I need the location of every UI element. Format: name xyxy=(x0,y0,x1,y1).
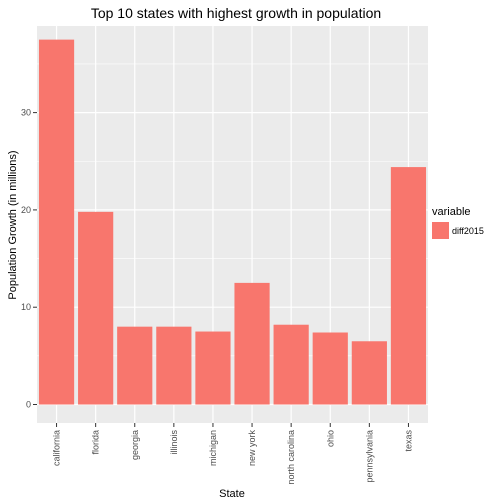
legend-label-diff2015: diff2015 xyxy=(452,226,484,236)
y-tick-label: 30 xyxy=(21,108,31,118)
x-tick-label: pennsylvania xyxy=(364,430,374,483)
bar-georgia xyxy=(117,327,152,405)
y-axis-title: Population Growth (in millions) xyxy=(7,150,19,299)
bar-new-york xyxy=(234,283,269,405)
y-tick-label: 20 xyxy=(21,205,31,215)
x-axis-title: State xyxy=(219,488,245,500)
bar-north-carolina xyxy=(274,325,309,405)
bar-michigan xyxy=(195,332,230,405)
chart-title: Top 10 states with highest growth in pop… xyxy=(91,5,381,21)
legend-title: variable xyxy=(432,206,471,218)
bar-illinois xyxy=(156,327,191,405)
x-axis: california florida georgia illinois michigan… xyxy=(52,423,414,485)
y-tick-label: 10 xyxy=(21,302,31,312)
bar-pennsylvania xyxy=(352,341,387,404)
y-tick-label: 0 xyxy=(26,400,31,410)
bar-texas xyxy=(391,167,426,404)
x-tick-label: michigan xyxy=(208,430,218,466)
x-tick-label: new york xyxy=(247,430,257,467)
x-tick-label: georgia xyxy=(130,430,140,460)
x-tick-label: north carolina xyxy=(286,430,296,485)
y-axis: 0 10 20 30 xyxy=(21,108,37,410)
x-tick-label: ohio xyxy=(325,430,335,447)
bar-florida xyxy=(78,212,113,405)
bar-california xyxy=(39,40,74,405)
bar-ohio xyxy=(313,333,348,405)
x-tick-label: illinois xyxy=(169,430,179,455)
legend: variable diff2015 xyxy=(432,206,484,239)
x-tick-label: texas xyxy=(403,430,413,452)
legend-key-diff2015 xyxy=(432,222,449,239)
x-tick-label: florida xyxy=(91,430,101,455)
x-tick-label: california xyxy=(52,430,62,466)
